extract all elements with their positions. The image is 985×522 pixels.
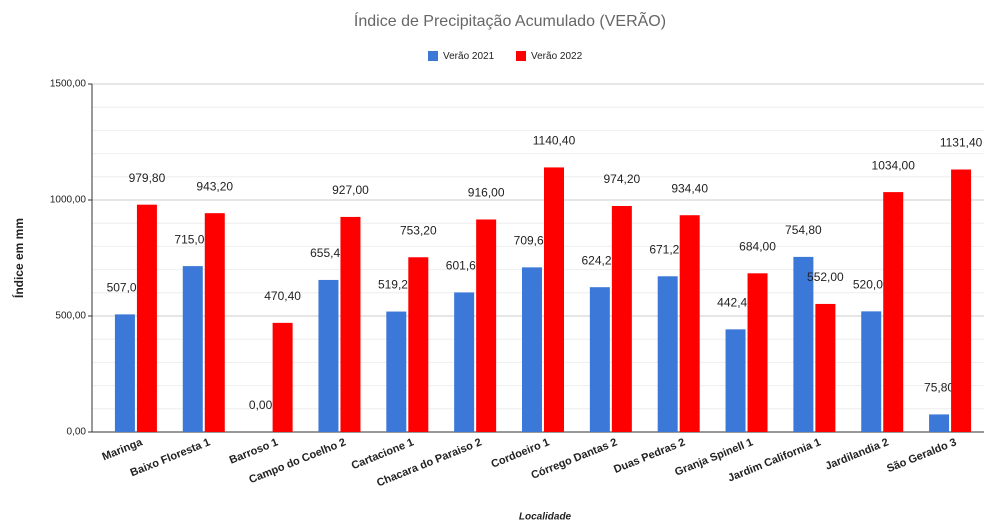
x-axis-label: Localidade <box>519 512 572 522</box>
bar <box>815 303 836 432</box>
bar <box>861 311 882 432</box>
x-tick-label: São Geraldo 3 <box>885 436 958 475</box>
bar <box>476 219 497 432</box>
bar <box>318 279 339 432</box>
data-label: 0,00 <box>249 398 273 412</box>
data-label: 753,20 <box>400 223 437 237</box>
bar <box>679 215 700 432</box>
data-label: 927,00 <box>332 183 369 197</box>
data-label: 671,20 <box>649 242 686 256</box>
data-label: 1034,00 <box>872 158 916 172</box>
bar <box>589 287 610 432</box>
data-label: 709,60 <box>514 234 551 248</box>
bar <box>793 256 814 432</box>
bar <box>136 204 157 432</box>
y-tick-label: 500,00 <box>55 311 86 322</box>
legend-label: Verão 2022 <box>531 51 583 62</box>
data-label: 601,60 <box>446 259 483 273</box>
data-label: 943,20 <box>196 179 233 193</box>
data-label: 1140,40 <box>533 134 576 148</box>
bar <box>408 257 429 432</box>
bar <box>204 213 225 432</box>
legend-swatch <box>516 51 526 61</box>
y-tick-label: 1000,00 <box>50 195 87 206</box>
y-tick-label: 0,00 <box>67 427 87 438</box>
data-label: 519,20 <box>378 278 415 292</box>
data-label: 442,40 <box>717 296 754 310</box>
bar <box>340 216 361 432</box>
data-label: 655,40 <box>310 246 347 260</box>
y-axis-label: Índice em mm <box>11 218 26 298</box>
data-label: 75,80 <box>924 381 954 395</box>
data-label: 934,40 <box>671 181 708 195</box>
bar <box>522 267 542 432</box>
x-tick-label: Barroso 1 <box>228 436 280 466</box>
data-label: 754,80 <box>785 223 822 237</box>
legend-swatch <box>428 51 438 61</box>
chart-title: Índice de Precipitação Acumulado (VERÃO) <box>354 10 666 30</box>
bar <box>883 192 904 432</box>
bar <box>747 273 768 432</box>
data-label: 624,20 <box>581 253 618 267</box>
data-label: 979,80 <box>129 171 166 185</box>
bar <box>182 266 203 432</box>
data-label: 715,00 <box>174 232 211 246</box>
data-label: 684,00 <box>739 239 776 253</box>
y-tick-label: 1500,00 <box>50 79 87 90</box>
data-label: 1131,40 <box>940 136 983 150</box>
x-tick-label: Jardilandia 2 <box>824 436 891 472</box>
data-label: 552,00 <box>807 270 844 284</box>
bar <box>272 322 293 432</box>
data-label: 916,00 <box>468 186 505 200</box>
data-label: 520,00 <box>853 278 890 292</box>
data-label: 470,40 <box>264 289 301 303</box>
bar <box>725 329 746 432</box>
bar <box>929 414 950 432</box>
data-label: 507,00 <box>107 281 144 295</box>
bar <box>544 167 564 433</box>
bar <box>657 276 678 432</box>
bar <box>611 205 632 432</box>
bar <box>454 292 475 432</box>
x-tick-label: Maringa <box>101 436 145 463</box>
bar <box>951 169 972 432</box>
bar <box>114 314 135 432</box>
data-label: 974,20 <box>603 172 640 186</box>
bar <box>386 311 407 432</box>
legend-label: Verão 2021 <box>443 51 495 62</box>
